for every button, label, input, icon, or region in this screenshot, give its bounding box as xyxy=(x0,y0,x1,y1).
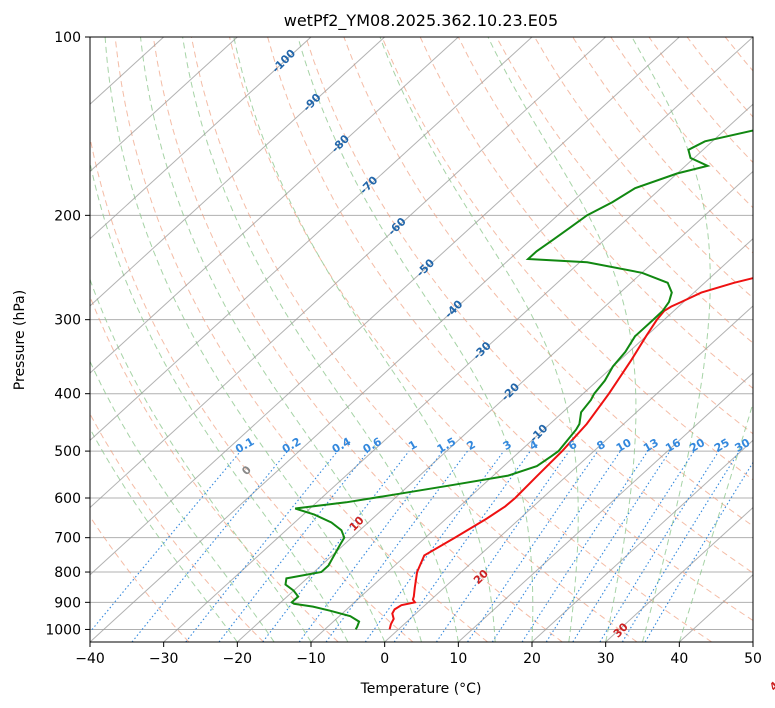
isotherm-line xyxy=(310,237,753,642)
moist-adiabat-line xyxy=(678,401,753,642)
dry-adiabat-line xyxy=(90,515,190,642)
moist-adiabat-line xyxy=(90,360,275,642)
dry-adiabat-line xyxy=(763,37,775,642)
mixing-ratio-line xyxy=(621,450,740,642)
y-tick-label: 600 xyxy=(54,491,81,507)
dry-adiabat-line xyxy=(114,37,488,642)
profile-lines xyxy=(284,129,753,630)
isotherm-line xyxy=(384,305,753,642)
isotherm-line xyxy=(90,37,533,442)
isotherm-line xyxy=(457,372,753,642)
mixing-ratio-line xyxy=(393,450,531,642)
mixing-ratio-line xyxy=(491,450,621,642)
moist-adiabat-line xyxy=(90,427,238,642)
y-tick-label: 700 xyxy=(54,531,81,547)
dry-adiabat-line xyxy=(381,37,753,481)
moist-adiabat-line xyxy=(379,37,579,642)
mixing-ratio-line xyxy=(572,450,695,642)
y-tick-label: 800 xyxy=(54,565,81,581)
dry-adiabat-line xyxy=(90,135,414,642)
background-lines xyxy=(90,37,775,642)
moist-adiabat-line xyxy=(297,37,534,642)
dry-adiabat-line xyxy=(267,37,753,622)
moist-adiabat-line xyxy=(104,37,386,642)
isotherm-line xyxy=(90,37,312,240)
moist-adiabat-line xyxy=(487,37,637,642)
dry-adiabat-line xyxy=(534,37,753,299)
mixing-ratio-line xyxy=(298,450,444,642)
y-tick-label: 100 xyxy=(54,30,81,46)
isotherm-line xyxy=(90,37,459,374)
x-axis-label: Temperature (°C) xyxy=(360,681,482,697)
x-tick-label: 50 xyxy=(744,651,762,667)
dry-adiabat-line xyxy=(419,37,753,435)
y-tick-label: 200 xyxy=(54,208,81,224)
mixing-ratio-line xyxy=(90,450,242,633)
moist-adiabat-line xyxy=(233,37,496,642)
x-tick-label: −40 xyxy=(75,651,105,667)
x-tick-label: −20 xyxy=(223,651,253,667)
x-axis-ticks: −40 −30 −20 −10 0 10 20 30 40 50 xyxy=(75,642,762,667)
x-tick-label: −10 xyxy=(296,651,326,667)
y-tick-label: 500 xyxy=(54,444,81,460)
isotherm-line xyxy=(90,37,607,509)
mixing-ratio-line xyxy=(325,450,468,642)
moist-adiabat-line xyxy=(631,37,711,642)
dewpoint-profile-line xyxy=(284,129,753,630)
dry-adiabat-line xyxy=(495,37,753,344)
moist-adiabat-line xyxy=(90,160,349,642)
mixing-ratio-line xyxy=(262,450,410,642)
isotherm-line xyxy=(236,170,753,642)
isotherm-line xyxy=(531,439,753,642)
y-tick-label: 300 xyxy=(54,313,81,329)
y-tick-label: 900 xyxy=(54,595,81,611)
dry-adiabat-line xyxy=(152,37,563,642)
x-tick-label: −30 xyxy=(149,651,179,667)
mixing-ratio-line xyxy=(545,450,671,642)
dry-adiabat-line xyxy=(305,37,753,574)
y-tick-label: 400 xyxy=(54,387,81,403)
isotherm-line xyxy=(90,37,753,642)
plot-frame xyxy=(89,36,754,643)
isotherm-line xyxy=(605,506,753,642)
dry-adiabat-line xyxy=(343,37,753,527)
dry-adiabat-line xyxy=(457,37,753,389)
mixing-ratio-line xyxy=(521,450,649,642)
dry-adiabat-label: 40 xyxy=(767,673,775,693)
temperature-profile-line xyxy=(388,277,753,630)
x-tick-label: 40 xyxy=(670,651,688,667)
dry-adiabat-line xyxy=(190,37,638,642)
moist-adiabat-line xyxy=(182,37,459,642)
isotherm-line xyxy=(752,641,753,642)
x-tick-label: 10 xyxy=(449,651,467,667)
dry-adiabat-line xyxy=(90,412,264,642)
isotherm-line xyxy=(90,37,680,576)
mixing-ratio-line xyxy=(131,450,289,642)
y-axis-label: Pressure (hPa) xyxy=(12,290,28,390)
mixing-ratio-line xyxy=(185,450,339,642)
x-tick-label: 20 xyxy=(523,651,541,667)
mixing-ratio-line xyxy=(467,450,599,642)
x-tick-label: 30 xyxy=(597,651,615,667)
y-axis-ticks: 1000 900 800 700 600 500 400 300 200 100 xyxy=(45,30,90,638)
chart-title: wetPf2_YM08.2025.362.10.23.E05 xyxy=(284,11,558,31)
x-tick-label: 0 xyxy=(380,651,389,667)
mixing-ratio-line xyxy=(435,450,570,642)
isotherm-line xyxy=(90,37,238,173)
isotherm-line xyxy=(90,37,386,307)
y-tick-label: 1000 xyxy=(45,622,81,638)
moist-adiabat-line xyxy=(140,37,422,642)
